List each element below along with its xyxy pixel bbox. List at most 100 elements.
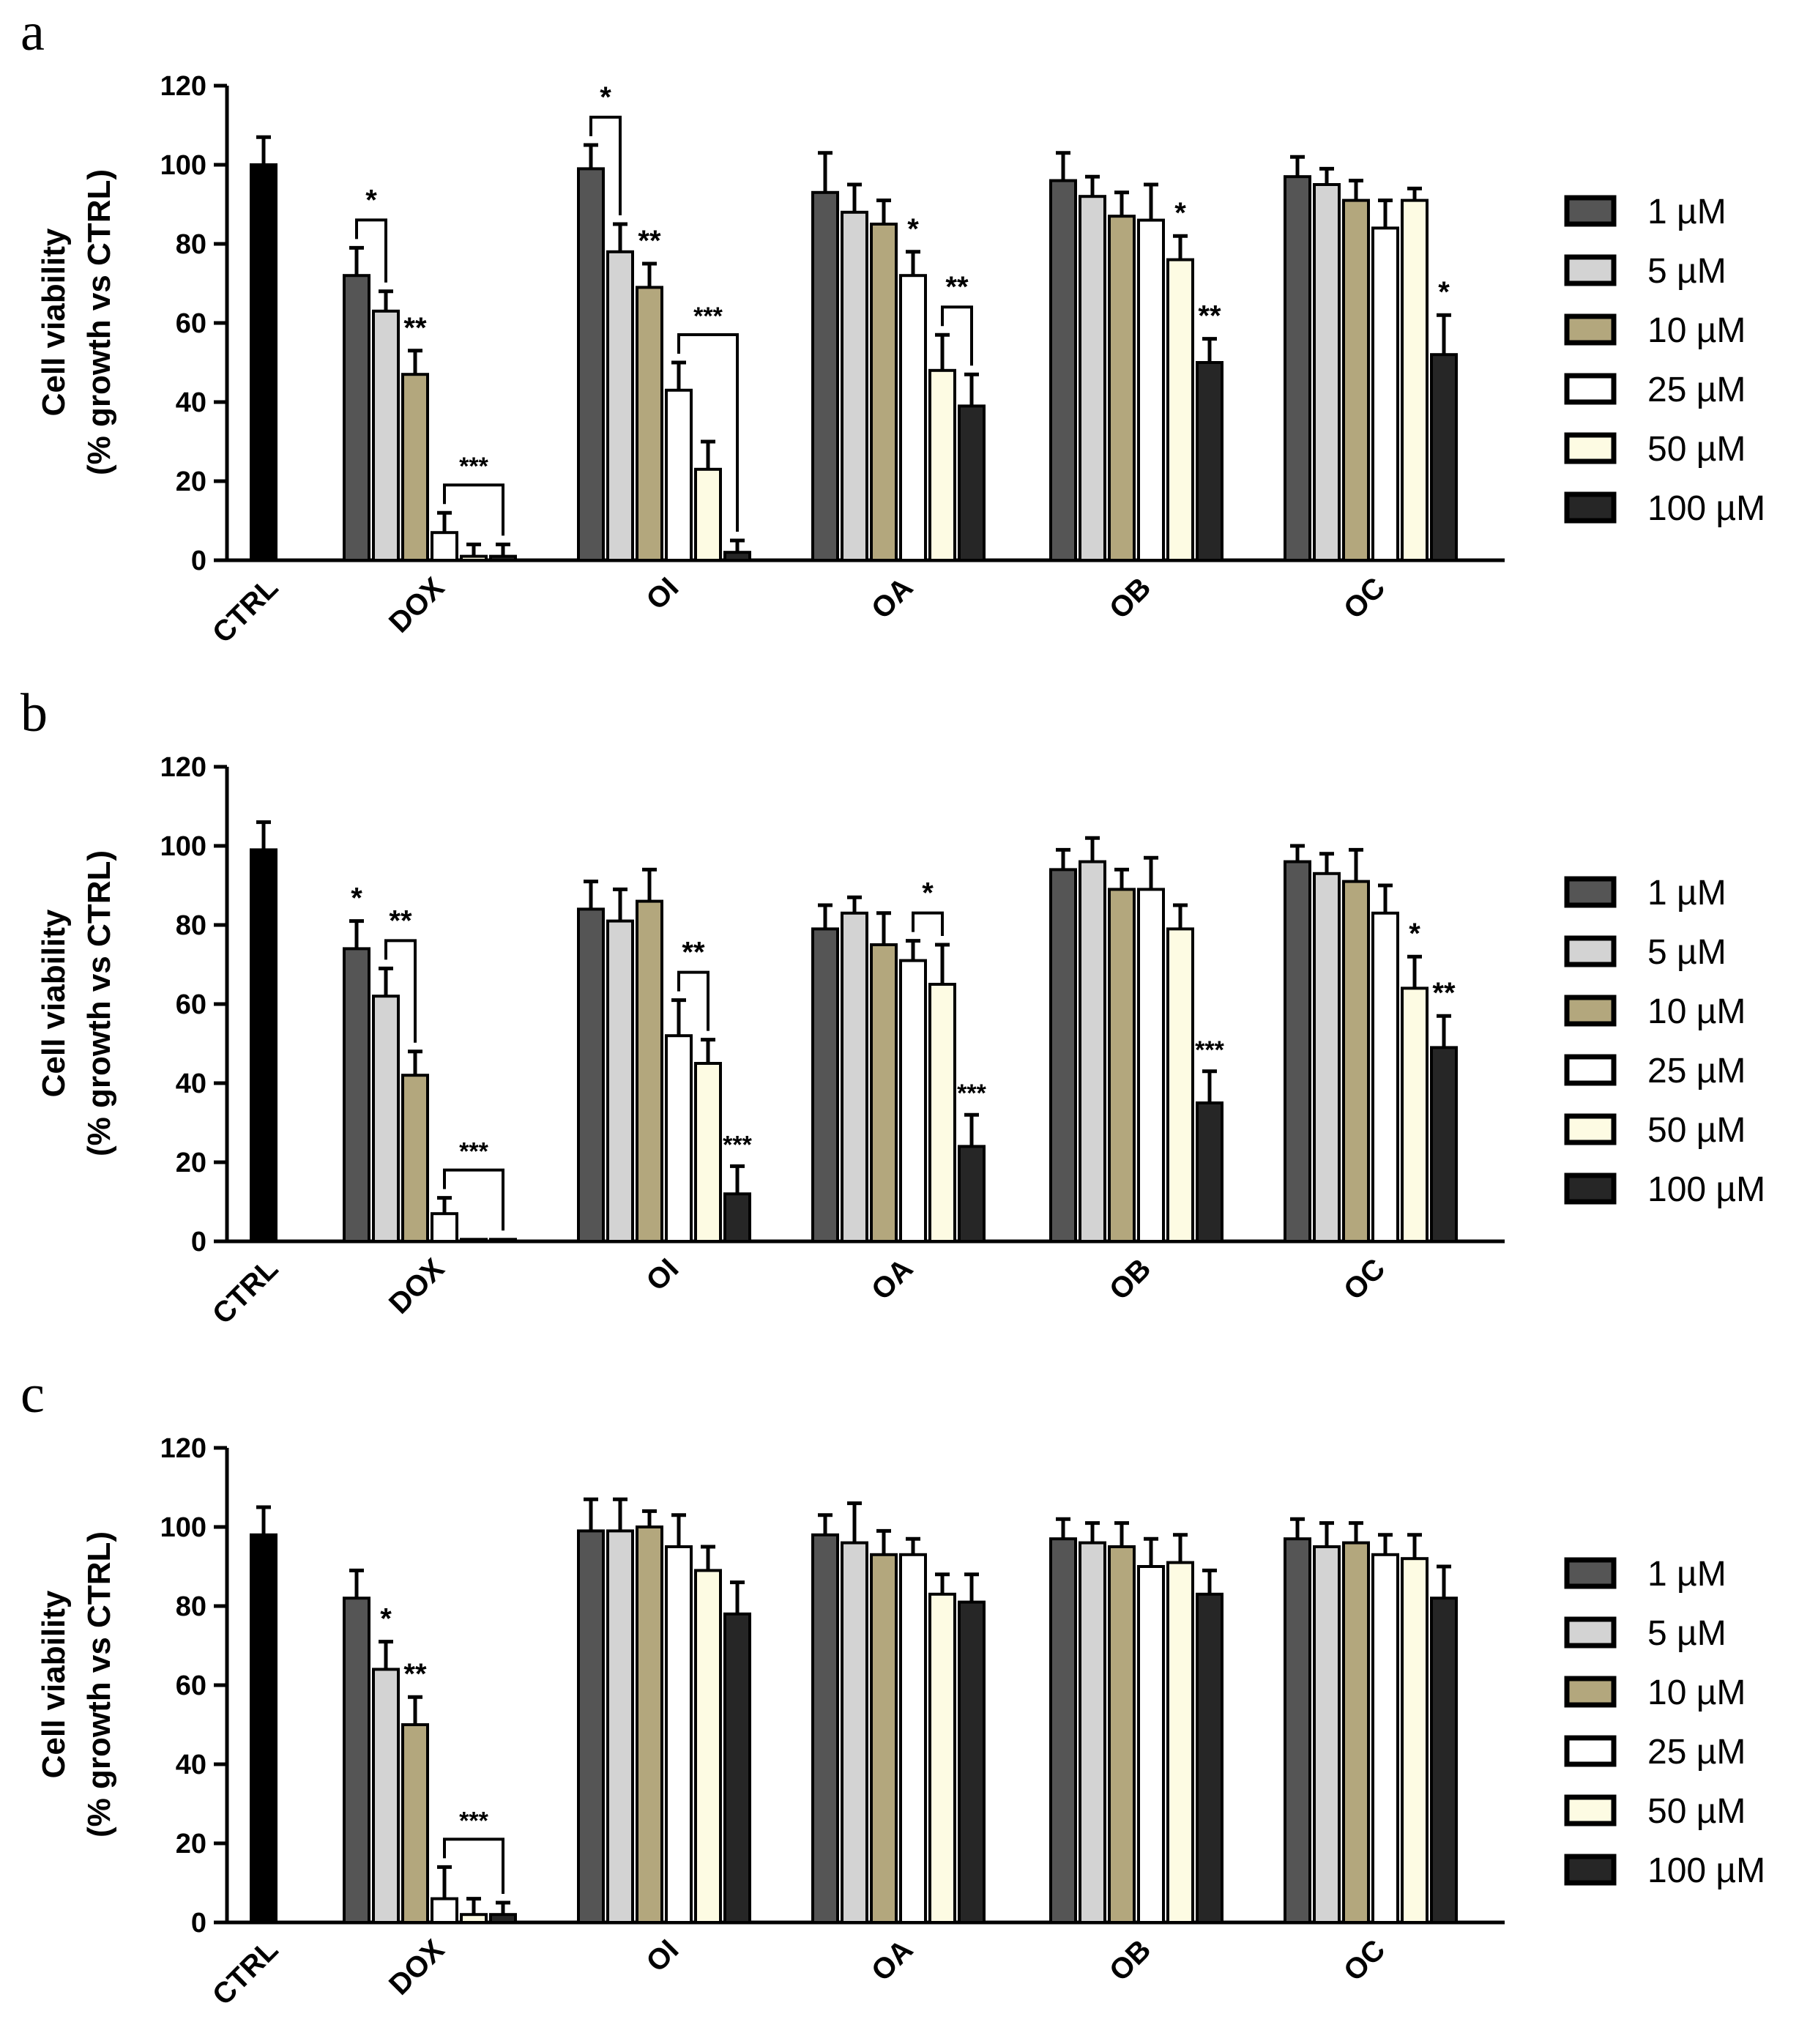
legend-label: 25 µM xyxy=(1647,1733,1746,1772)
significance-bracket xyxy=(677,970,709,1031)
significance-label: ** xyxy=(1432,977,1456,1009)
significance-label: *** xyxy=(1195,1036,1224,1064)
y-tick-label: 40 xyxy=(176,387,206,418)
bar-oi-3 xyxy=(636,899,663,1243)
significance-label: ** xyxy=(1198,300,1221,332)
bar-oc-2 xyxy=(1313,1545,1341,1924)
chart-panel-a: a Cell viability (% growth vs CTRL) 0 20 40 60… xyxy=(21,2,1765,650)
bar-ob-4 xyxy=(1137,888,1165,1244)
bar-dox-3 xyxy=(401,1723,429,1924)
legend-label: 5 µM xyxy=(1647,1614,1727,1653)
y-tick-label: 120 xyxy=(160,1433,206,1464)
significance-bracket xyxy=(941,305,973,366)
chart-panel-b: b Cell viability (% growth vs CTRL) 0 20 40 60… xyxy=(21,683,1765,1331)
bar-dox-1 xyxy=(343,947,370,1244)
bar-dox-4 xyxy=(431,1212,458,1243)
bar-oi-6 xyxy=(723,1192,751,1243)
legend-label: 1 µM xyxy=(1647,874,1727,913)
y-tick-label: 40 xyxy=(176,1069,206,1099)
bar-dox-1 xyxy=(343,274,370,562)
y-tick-label: 0 xyxy=(191,1227,206,1257)
bar-oa-5 xyxy=(928,368,956,562)
x-category-label: OC xyxy=(1338,1933,1392,1988)
y-axis-label-line-1: Cell viability xyxy=(36,1590,72,1778)
bar-oa-3 xyxy=(870,1553,898,1925)
legend-label: 25 µM xyxy=(1647,1052,1746,1090)
x-category-label: OB xyxy=(1103,1933,1158,1988)
bar-oa-6 xyxy=(958,404,986,562)
bar-oa-5 xyxy=(928,1592,956,1925)
bar-oa-3 xyxy=(870,943,898,1243)
bar-oa-1 xyxy=(811,1533,839,1925)
legend-swatch xyxy=(1564,432,1617,464)
bar-oi-3 xyxy=(636,286,663,562)
bar-dox-5 xyxy=(460,554,488,562)
bar-oc-2 xyxy=(1313,872,1341,1244)
bar-oa-2 xyxy=(841,911,868,1244)
legend-swatch xyxy=(1564,1113,1617,1145)
bar-oi-5 xyxy=(694,1569,722,1924)
significance-bracket xyxy=(443,483,504,536)
y-axis-label-line-2: (% growth vs CTRL) xyxy=(81,1531,117,1837)
significance-label: *** xyxy=(459,1138,488,1166)
significance-label: * xyxy=(922,877,934,910)
significance-label: ** xyxy=(389,904,412,937)
legend-swatch xyxy=(1564,491,1617,524)
bar-oi-2 xyxy=(606,250,634,562)
bar-oa-4 xyxy=(899,274,927,562)
y-tick-label: 100 xyxy=(160,1512,206,1543)
bar-dox-4 xyxy=(431,1897,458,1925)
x-category-label: DOX xyxy=(383,1933,451,2002)
bar-oc-3 xyxy=(1342,880,1370,1243)
legend-label: 100 µM xyxy=(1647,1851,1765,1890)
bar-ob-5 xyxy=(1166,1561,1194,1925)
y-axis-label-line-1: Cell viability xyxy=(36,909,72,1097)
x-category-label: OC xyxy=(1338,571,1392,625)
significance-label: ** xyxy=(945,271,969,303)
legend-label: 50 µM xyxy=(1647,1792,1746,1831)
legend-swatch xyxy=(1564,876,1617,908)
bar-oi-4 xyxy=(665,1545,693,1924)
significance-label: ** xyxy=(403,1658,427,1690)
y-tick-label: 80 xyxy=(176,229,206,260)
bar-ob-1 xyxy=(1049,179,1077,562)
bar-dox-2 xyxy=(372,309,400,562)
bar-oc-5 xyxy=(1401,198,1429,562)
legend-swatch xyxy=(1564,254,1617,286)
bar-oc-1 xyxy=(1284,860,1311,1243)
y-tick-label: 120 xyxy=(160,752,206,783)
y-tick-label: 20 xyxy=(176,1829,206,1859)
x-category-label: CTRL xyxy=(206,1252,285,1331)
bar-ob-5 xyxy=(1166,927,1194,1244)
panel-letter: a xyxy=(21,2,45,62)
bar-oi-4 xyxy=(665,388,693,562)
legend-label: 5 µM xyxy=(1647,252,1727,291)
bar-ctrl xyxy=(250,163,278,562)
bar-oi-6 xyxy=(723,1612,751,1925)
bar-ob-3 xyxy=(1108,888,1136,1244)
x-category-label: OI xyxy=(640,1933,685,1978)
bar-oa-1 xyxy=(811,927,839,1244)
bar-oc-4 xyxy=(1371,226,1399,562)
bar-ob-6 xyxy=(1196,361,1223,562)
y-tick-label: 0 xyxy=(191,546,206,576)
legend-label: 10 µM xyxy=(1647,1673,1746,1712)
significance-bracket xyxy=(677,333,739,532)
bar-oc-5 xyxy=(1401,986,1429,1244)
bar-dox-6 xyxy=(489,1913,517,1924)
significance-bracket xyxy=(589,116,622,215)
bar-oi-1 xyxy=(577,167,605,562)
y-tick-label: 60 xyxy=(176,989,206,1020)
bar-oc-4 xyxy=(1371,1553,1399,1925)
bar-oi-3 xyxy=(636,1525,663,1924)
x-category-label: OA xyxy=(865,1933,920,1988)
legend-swatch xyxy=(1564,1616,1617,1649)
significance-label: *** xyxy=(723,1131,752,1159)
y-tick-label: 100 xyxy=(160,150,206,181)
bar-oi-6 xyxy=(723,551,751,562)
y-tick-label: 40 xyxy=(176,1750,206,1780)
legend-swatch xyxy=(1564,995,1617,1027)
y-axis-label-line-2: (% growth vs CTRL) xyxy=(81,850,117,1156)
bar-oc-2 xyxy=(1313,183,1341,562)
